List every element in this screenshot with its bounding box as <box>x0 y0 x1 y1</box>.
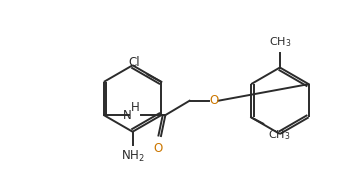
Text: O: O <box>153 142 163 155</box>
Text: CH$_3$: CH$_3$ <box>268 128 291 142</box>
Text: N: N <box>123 109 131 122</box>
Text: H: H <box>131 101 140 114</box>
Text: CH$_3$: CH$_3$ <box>269 35 291 49</box>
Text: NH$_2$: NH$_2$ <box>121 149 144 164</box>
Text: Cl: Cl <box>129 56 140 69</box>
Text: O: O <box>209 94 219 107</box>
